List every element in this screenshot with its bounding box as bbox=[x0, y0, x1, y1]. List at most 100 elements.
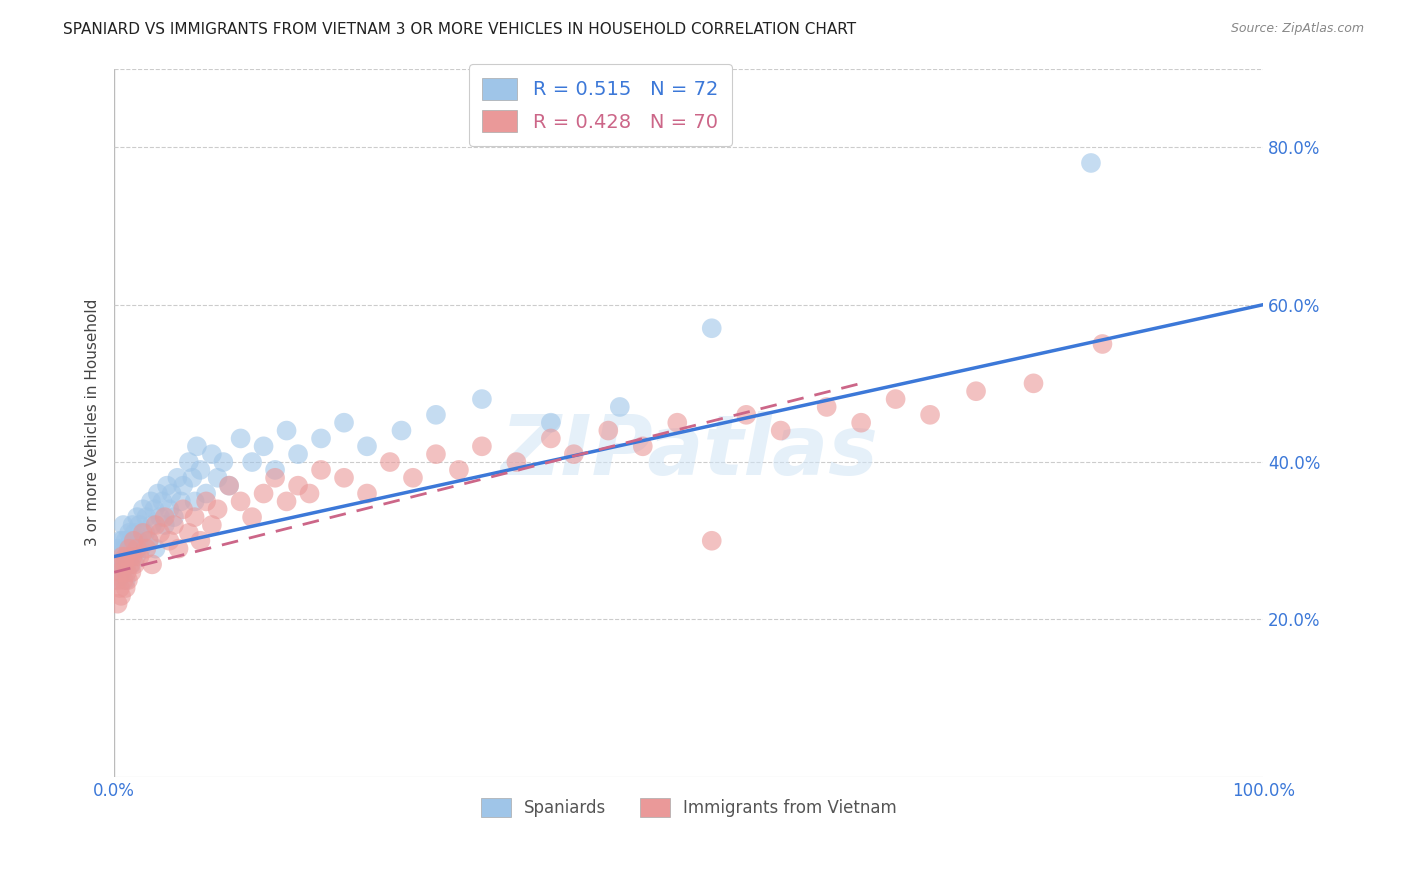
Point bbox=[114, 558, 136, 572]
Point bbox=[378, 455, 401, 469]
Point bbox=[666, 416, 689, 430]
Point bbox=[298, 486, 321, 500]
Text: Source: ZipAtlas.com: Source: ZipAtlas.com bbox=[1230, 22, 1364, 36]
Point bbox=[700, 321, 723, 335]
Point bbox=[212, 455, 235, 469]
Point bbox=[141, 518, 163, 533]
Point bbox=[120, 558, 142, 572]
Point bbox=[122, 541, 145, 556]
Point bbox=[735, 408, 758, 422]
Point bbox=[1080, 156, 1102, 170]
Point bbox=[309, 463, 332, 477]
Point bbox=[276, 424, 298, 438]
Point bbox=[124, 525, 146, 540]
Point bbox=[309, 432, 332, 446]
Point bbox=[114, 549, 136, 564]
Point bbox=[114, 533, 136, 548]
Point bbox=[115, 558, 138, 572]
Point bbox=[160, 486, 183, 500]
Point bbox=[117, 541, 139, 556]
Point bbox=[153, 518, 176, 533]
Point bbox=[471, 392, 494, 406]
Point bbox=[183, 494, 205, 508]
Point bbox=[120, 533, 142, 548]
Point bbox=[849, 416, 872, 430]
Point bbox=[769, 424, 792, 438]
Point bbox=[183, 510, 205, 524]
Point bbox=[145, 541, 167, 556]
Point bbox=[107, 573, 129, 587]
Point bbox=[402, 471, 425, 485]
Point bbox=[229, 432, 252, 446]
Point bbox=[264, 471, 287, 485]
Point bbox=[172, 502, 194, 516]
Point bbox=[815, 400, 838, 414]
Point bbox=[143, 502, 166, 516]
Point bbox=[110, 549, 132, 564]
Point bbox=[505, 455, 527, 469]
Point bbox=[391, 424, 413, 438]
Point bbox=[252, 439, 274, 453]
Point bbox=[157, 502, 180, 516]
Point bbox=[172, 478, 194, 492]
Point bbox=[149, 510, 172, 524]
Point bbox=[120, 566, 142, 580]
Text: ZIPatlas: ZIPatlas bbox=[499, 410, 877, 491]
Point bbox=[167, 541, 190, 556]
Point bbox=[333, 471, 356, 485]
Point bbox=[195, 494, 218, 508]
Point bbox=[264, 463, 287, 477]
Legend: Spaniards, Immigrants from Vietnam: Spaniards, Immigrants from Vietnam bbox=[472, 789, 905, 825]
Point bbox=[240, 455, 263, 469]
Point bbox=[287, 447, 309, 461]
Point bbox=[125, 549, 148, 564]
Point bbox=[122, 533, 145, 548]
Point bbox=[127, 541, 149, 556]
Point bbox=[128, 518, 150, 533]
Point bbox=[425, 408, 447, 422]
Point bbox=[163, 518, 186, 533]
Point bbox=[356, 439, 378, 453]
Point bbox=[114, 549, 136, 564]
Point bbox=[190, 463, 212, 477]
Point bbox=[111, 566, 134, 580]
Point bbox=[471, 439, 494, 453]
Point bbox=[153, 510, 176, 524]
Point bbox=[177, 525, 200, 540]
Point bbox=[145, 518, 167, 533]
Point bbox=[207, 502, 229, 516]
Point bbox=[112, 573, 135, 587]
Point bbox=[229, 494, 252, 508]
Point bbox=[920, 408, 942, 422]
Point bbox=[135, 541, 157, 556]
Point bbox=[105, 558, 128, 572]
Point bbox=[127, 533, 149, 548]
Point bbox=[1091, 337, 1114, 351]
Point bbox=[132, 502, 155, 516]
Point bbox=[108, 533, 131, 548]
Point bbox=[110, 589, 132, 603]
Point bbox=[609, 400, 631, 414]
Point bbox=[166, 471, 188, 485]
Point bbox=[540, 432, 562, 446]
Point bbox=[201, 447, 224, 461]
Point bbox=[118, 541, 141, 556]
Point bbox=[112, 518, 135, 533]
Text: SPANIARD VS IMMIGRANTS FROM VIETNAM 3 OR MORE VEHICLES IN HOUSEHOLD CORRELATION : SPANIARD VS IMMIGRANTS FROM VIETNAM 3 OR… bbox=[63, 22, 856, 37]
Point bbox=[252, 486, 274, 500]
Point bbox=[700, 533, 723, 548]
Point bbox=[333, 416, 356, 430]
Point bbox=[190, 533, 212, 548]
Point bbox=[240, 510, 263, 524]
Point bbox=[138, 533, 160, 548]
Point bbox=[156, 478, 179, 492]
Point bbox=[114, 573, 136, 587]
Point bbox=[112, 558, 135, 572]
Point bbox=[138, 533, 160, 548]
Point bbox=[111, 533, 134, 548]
Point bbox=[128, 549, 150, 564]
Point bbox=[562, 447, 585, 461]
Point bbox=[276, 494, 298, 508]
Point bbox=[107, 558, 129, 572]
Point bbox=[120, 549, 142, 564]
